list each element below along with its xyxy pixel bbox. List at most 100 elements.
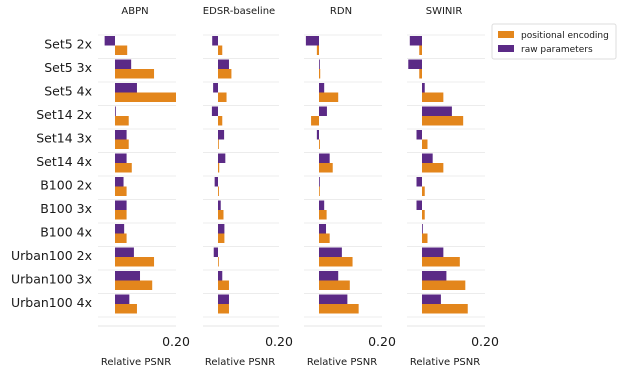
bar-positional-encoding: [319, 233, 330, 243]
panel-abpn: ABPN 0.20 Relative PSNR: [98, 6, 190, 368]
bar-positional-encoding: [115, 186, 127, 196]
y-tick-label: B100 3x: [40, 201, 92, 216]
bar-positional-encoding: [218, 233, 225, 243]
panel-edsr-baseline: EDSR-baseline 0.20 Relative PSNR: [203, 6, 293, 368]
legend: positional encoding raw parameters: [491, 23, 617, 60]
x-axis-label: Relative PSNR: [101, 357, 171, 368]
y-tick-label: Set5 4x: [44, 84, 92, 99]
x-tick-label: 0.20: [368, 334, 396, 349]
bar-positional-encoding: [319, 257, 353, 267]
x-tick-label: 0.20: [162, 334, 190, 349]
legend-label-raw-parameters: raw parameters: [521, 45, 593, 55]
bar-positional-encoding: [115, 304, 137, 314]
bar-positional-encoding: [218, 186, 219, 196]
bar-raw-parameters: [115, 224, 125, 234]
panel-title: ABPN: [121, 6, 148, 17]
bar-raw-parameters: [319, 271, 339, 281]
y-tick-label: Urban100 4x: [11, 295, 92, 310]
bar-raw-parameters: [422, 153, 433, 163]
panel-title: EDSR-baseline: [203, 6, 275, 17]
legend-label-positional-encoding: positional encoding: [521, 31, 609, 41]
bar-positional-encoding: [422, 280, 466, 290]
bar-positional-encoding: [422, 210, 425, 220]
panels-layer: ABPN 0.20 Relative PSNR EDSR-baseline 0.20 Re…: [98, 6, 499, 368]
bar-positional-encoding: [218, 257, 219, 267]
y-tick-label: Set14 2x: [36, 107, 92, 122]
y-tick-label: B100 4x: [40, 225, 92, 240]
bar-raw-parameters: [316, 130, 319, 140]
bar-positional-encoding: [422, 257, 460, 267]
bar-positional-encoding: [115, 69, 155, 79]
y-tick-labels: Set5 2x Set5 3x Set5 4x Set14 2x Set14 3x Set…: [11, 37, 92, 311]
y-tick-label: Set14 3x: [36, 131, 92, 146]
bar-raw-parameters: [416, 200, 422, 210]
bar-positional-encoding: [115, 210, 127, 220]
bar-raw-parameters: [218, 153, 226, 163]
bar-raw-parameters: [115, 83, 137, 93]
bar-raw-parameters: [218, 224, 225, 234]
bar-raw-parameters: [305, 36, 319, 46]
y-tick-label: B100 2x: [40, 178, 92, 193]
bar-raw-parameters: [422, 247, 444, 257]
bar-raw-parameters: [319, 106, 327, 116]
bar-raw-parameters: [319, 83, 325, 93]
bar-positional-encoding: [319, 186, 320, 196]
bar-raw-parameters: [319, 247, 342, 257]
bar-positional-encoding: [419, 45, 422, 55]
x-axis-label: Relative PSNR: [307, 357, 377, 368]
bar-positional-encoding: [218, 69, 232, 79]
bar-positional-encoding: [422, 116, 464, 126]
bar-raw-parameters: [211, 106, 218, 116]
bar-positional-encoding: [115, 139, 129, 149]
bar-positional-encoding: [115, 163, 132, 173]
bar-positional-encoding: [319, 69, 321, 79]
bar-positional-encoding: [319, 304, 359, 314]
bar-raw-parameters: [213, 247, 218, 257]
bar-raw-parameters: [422, 271, 447, 281]
bar-positional-encoding: [218, 280, 229, 290]
bar-positional-encoding: [115, 45, 128, 55]
bar-raw-parameters: [319, 177, 320, 187]
y-tick-label: Urban100 3x: [11, 272, 92, 287]
bar-positional-encoding: [422, 233, 428, 243]
bar-positional-encoding: [311, 116, 319, 126]
bar-positional-encoding: [218, 163, 220, 173]
bar-raw-parameters: [218, 130, 225, 140]
y-tick-label: Set5 2x: [44, 37, 92, 52]
bar-positional-encoding: [319, 139, 320, 149]
x-axis-label: Relative PSNR: [410, 357, 480, 368]
panel-title: RDN: [330, 6, 352, 17]
bar-positional-encoding: [419, 69, 422, 79]
x-tick-label: 0.20: [471, 334, 499, 349]
panel-rdn: RDN 0.20 Relative PSNR: [304, 6, 396, 368]
y-tick-label: Set5 3x: [44, 60, 92, 75]
bar-raw-parameters: [115, 59, 132, 69]
bar-raw-parameters: [115, 294, 130, 304]
bar-raw-parameters: [214, 177, 218, 187]
legend-swatch-positional-encoding: [498, 31, 514, 38]
y-tick-label: Urban100 2x: [11, 248, 92, 263]
bar-positional-encoding: [319, 163, 333, 173]
bar-raw-parameters: [212, 36, 218, 46]
bar-positional-encoding: [115, 116, 129, 126]
bar-positional-encoding: [115, 280, 153, 290]
bar-positional-encoding: [319, 92, 339, 102]
bar-positional-encoding: [422, 304, 468, 314]
y-tick-label: Set14 4x: [36, 154, 92, 169]
bar-raw-parameters: [422, 294, 441, 304]
bar-positional-encoding: [316, 45, 319, 55]
bar-raw-parameters: [319, 200, 325, 210]
panel-title: SWINIR: [426, 6, 463, 17]
bar-raw-parameters: [115, 247, 134, 257]
legend-frame: [491, 23, 617, 60]
bar-raw-parameters: [422, 224, 423, 234]
bar-positional-encoding: [319, 280, 350, 290]
bar-raw-parameters: [115, 130, 127, 140]
bar-positional-encoding: [115, 92, 176, 102]
bar-raw-parameters: [416, 130, 422, 140]
bar-raw-parameters: [408, 59, 422, 69]
bar-positional-encoding: [115, 233, 127, 243]
bar-raw-parameters: [416, 177, 422, 187]
bar-raw-parameters: [409, 36, 422, 46]
